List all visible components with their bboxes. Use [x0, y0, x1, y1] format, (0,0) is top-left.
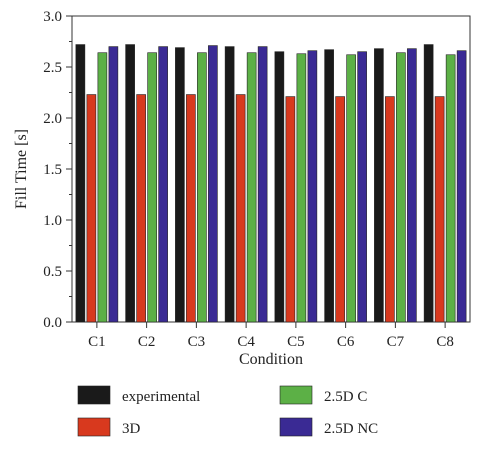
bar-c5-2-5d-c: [296, 53, 307, 323]
y-tick-label: 2.0: [43, 111, 62, 127]
x-axis-ticks: C1 C2 C3 C4 C5 C6 C7 C8: [88, 322, 454, 350]
bar-c8-experimental: [423, 44, 434, 323]
legend-swatch-2-5d-nc: [279, 417, 313, 437]
bars: [75, 44, 467, 323]
x-tick-label-c2: C2: [138, 334, 156, 350]
bar-c3-experimental: [175, 47, 185, 323]
bar-c2-3d: [136, 94, 146, 323]
legend-swatch-3d: [77, 417, 111, 437]
bar-c3-2-5d-c: [197, 52, 207, 323]
bar-c3-3d: [186, 94, 196, 323]
y-tick-label: 1.5: [43, 162, 62, 178]
legend-swatch-2-5d-c: [279, 385, 313, 405]
bar-c5-experimental: [274, 51, 285, 323]
x-tick-label-c3: C3: [188, 334, 206, 350]
legend-label-experimental: experimental: [122, 389, 200, 405]
bar-c2-2-5d-c: [147, 52, 157, 323]
bar-c8-2-5d-c: [445, 54, 456, 323]
legend-swatch-experimental: [77, 385, 111, 405]
bar-c1-3d: [86, 94, 97, 323]
y-axis-ticks: 0.0 0.5 1.0 1.5 2.0 2.5 3.0: [43, 9, 72, 331]
x-tick-label-c8: C8: [436, 334, 454, 350]
x-tick-label-c5: C5: [287, 334, 305, 350]
bar-c1-2-5d-nc: [108, 46, 119, 323]
x-axis-label: Condition: [239, 351, 303, 368]
bar-c8-3d: [434, 96, 445, 323]
legend: experimental 3D 2.5D C 2.5D NC: [77, 385, 378, 437]
y-tick-label: 0.5: [43, 264, 62, 280]
x-tick-label-c7: C7: [387, 334, 405, 350]
bar-c4-2-5d-nc: [257, 46, 268, 323]
x-tick-label-c6: C6: [337, 334, 355, 350]
y-axis-label: Fill Time [s]: [13, 129, 30, 209]
bar-c8-2-5d-nc: [456, 50, 467, 323]
bar-c3-2-5d-nc: [208, 45, 218, 323]
bar-c7-experimental: [374, 48, 384, 323]
bar-c6-3d: [335, 96, 345, 323]
bar-c6-2-5d-nc: [357, 51, 367, 323]
bar-c5-3d: [285, 96, 296, 323]
bar-c1-experimental: [75, 44, 86, 323]
bar-c7-3d: [385, 96, 395, 323]
legend-label-3d: 3D: [122, 421, 141, 437]
bar-c7-2-5d-nc: [407, 48, 417, 323]
bar-c4-experimental: [224, 46, 235, 323]
bar-c6-experimental: [324, 49, 334, 323]
legend-label-2-5d-c: 2.5D C: [324, 389, 367, 405]
bar-c5-2-5d-nc: [307, 50, 318, 323]
bar-c4-3d: [235, 94, 246, 323]
bar-c4-2-5d-c: [246, 52, 257, 323]
bar-c1-2-5d-c: [97, 52, 108, 323]
y-tick-label: 1.0: [43, 213, 62, 229]
bar-c7-2-5d-c: [396, 52, 406, 323]
x-tick-label-c4: C4: [237, 334, 255, 350]
bar-c2-experimental: [125, 44, 135, 323]
y-tick-label: 2.5: [43, 60, 62, 76]
bar-c6-2-5d-c: [346, 54, 356, 323]
bar-c2-2-5d-nc: [158, 46, 168, 323]
y-tick-label: 3.0: [43, 9, 62, 25]
legend-label-2-5d-nc: 2.5D NC: [324, 421, 378, 437]
x-tick-label-c1: C1: [88, 334, 106, 350]
y-tick-label: 0.0: [43, 315, 62, 331]
